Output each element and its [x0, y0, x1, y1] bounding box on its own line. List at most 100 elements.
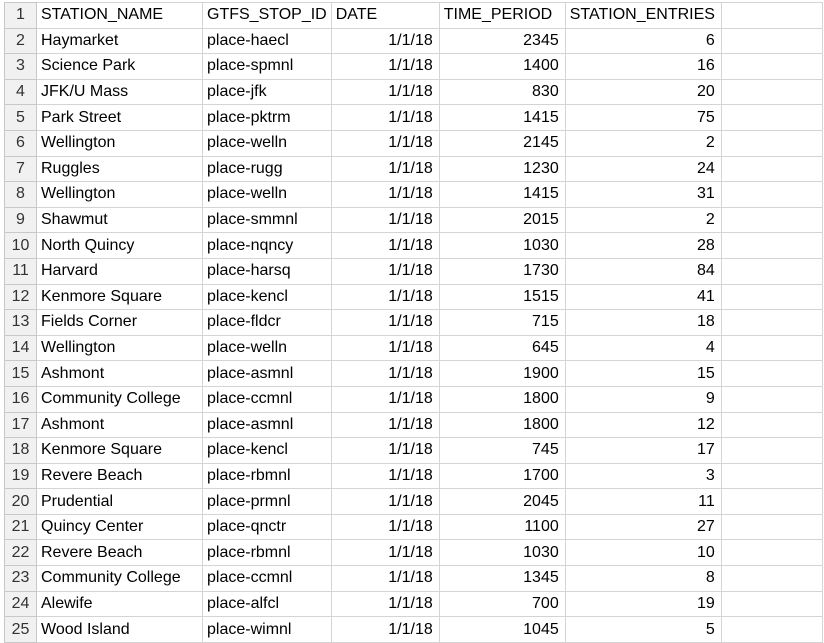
time-period-cell[interactable]: 745: [438, 437, 566, 464]
station-name-cell[interactable]: Revere Beach: [36, 539, 203, 567]
time-period-cell[interactable]: 700: [438, 590, 566, 618]
station-entries-cell[interactable]: 11: [564, 488, 722, 515]
gtfs-stop-id-cell[interactable]: place-haecl: [202, 27, 332, 55]
station-name-cell[interactable]: Shawmut: [36, 206, 203, 234]
station-entries-cell[interactable]: 6: [564, 27, 722, 55]
date-cell[interactable]: 1/1/18: [330, 565, 440, 592]
station-entries-cell[interactable]: 16: [564, 53, 722, 80]
row-number[interactable]: 25: [4, 616, 37, 643]
gtfs-stop-id-cell[interactable]: place-kencl: [202, 437, 332, 464]
row-number[interactable]: 23: [4, 565, 37, 592]
empty-cell[interactable]: [720, 53, 823, 80]
date-cell[interactable]: 1/1/18: [330, 539, 440, 567]
date-cell[interactable]: 1/1/18: [330, 385, 440, 413]
date-cell[interactable]: 1/1/18: [330, 27, 440, 55]
time-period-cell[interactable]: 1700: [438, 462, 566, 490]
gtfs-stop-id-cell[interactable]: place-nqncy: [202, 232, 332, 259]
station-name-cell[interactable]: Park Street: [36, 104, 203, 131]
gtfs-stop-id-cell[interactable]: place-ccmnl: [202, 565, 332, 592]
station-entries-cell[interactable]: 20: [564, 78, 722, 106]
gtfs-stop-id-cell[interactable]: place-pktrm: [202, 104, 332, 131]
row-number[interactable]: 10: [4, 232, 37, 259]
time-period-cell[interactable]: 1900: [438, 360, 566, 387]
row-number[interactable]: 9: [4, 206, 37, 234]
station-entries-cell[interactable]: 2: [564, 129, 722, 157]
station-name-cell[interactable]: Prudential: [36, 488, 203, 515]
time-period-cell[interactable]: 1100: [438, 513, 566, 541]
date-cell[interactable]: 1/1/18: [330, 206, 440, 234]
column-header-cell[interactable]: GTFS_STOP_ID: [202, 2, 332, 29]
station-name-cell[interactable]: Wellington: [36, 129, 203, 157]
station-name-cell[interactable]: Wellington: [36, 334, 203, 362]
column-header-cell[interactable]: STATION_ENTRIES: [564, 2, 722, 29]
empty-cell[interactable]: [720, 2, 823, 29]
station-entries-cell[interactable]: 4: [564, 334, 722, 362]
station-name-cell[interactable]: Community College: [36, 565, 203, 592]
gtfs-stop-id-cell[interactable]: place-kencl: [202, 283, 332, 311]
time-period-cell[interactable]: 645: [438, 334, 566, 362]
empty-cell[interactable]: [720, 462, 823, 490]
station-entries-cell[interactable]: 15: [564, 360, 722, 387]
row-number[interactable]: 17: [4, 411, 37, 439]
row-number[interactable]: 1: [4, 2, 37, 29]
row-number[interactable]: 13: [4, 309, 37, 336]
time-period-cell[interactable]: 2015: [438, 206, 566, 234]
row-number[interactable]: 19: [4, 462, 37, 490]
time-period-cell[interactable]: 1730: [438, 257, 566, 285]
empty-cell[interactable]: [720, 181, 823, 208]
gtfs-stop-id-cell[interactable]: place-prmnl: [202, 488, 332, 515]
gtfs-stop-id-cell[interactable]: place-rbmnl: [202, 462, 332, 490]
time-period-cell[interactable]: 715: [438, 309, 566, 336]
station-entries-cell[interactable]: 9: [564, 385, 722, 413]
row-number[interactable]: 12: [4, 283, 37, 311]
empty-cell[interactable]: [720, 309, 823, 336]
empty-cell[interactable]: [720, 360, 823, 387]
station-entries-cell[interactable]: 75: [564, 104, 722, 131]
row-number[interactable]: 2: [4, 27, 37, 55]
station-entries-cell[interactable]: 3: [564, 462, 722, 490]
empty-cell[interactable]: [720, 257, 823, 285]
gtfs-stop-id-cell[interactable]: place-spmnl: [202, 53, 332, 80]
gtfs-stop-id-cell[interactable]: place-fldcr: [202, 309, 332, 336]
row-number[interactable]: 22: [4, 539, 37, 567]
gtfs-stop-id-cell[interactable]: place-alfcl: [202, 590, 332, 618]
station-entries-cell[interactable]: 17: [564, 437, 722, 464]
empty-cell[interactable]: [720, 155, 823, 183]
row-number[interactable]: 4: [4, 78, 37, 106]
time-period-cell[interactable]: 1415: [438, 104, 566, 131]
gtfs-stop-id-cell[interactable]: place-smmnl: [202, 206, 332, 234]
date-cell[interactable]: 1/1/18: [330, 129, 440, 157]
date-cell[interactable]: 1/1/18: [330, 309, 440, 336]
row-number[interactable]: 20: [4, 488, 37, 515]
station-entries-cell[interactable]: 12: [564, 411, 722, 439]
station-name-cell[interactable]: Ashmont: [36, 411, 203, 439]
station-name-cell[interactable]: JFK/U Mass: [36, 78, 203, 106]
empty-cell[interactable]: [720, 129, 823, 157]
station-entries-cell[interactable]: 24: [564, 155, 722, 183]
date-cell[interactable]: 1/1/18: [330, 78, 440, 106]
gtfs-stop-id-cell[interactable]: place-rbmnl: [202, 539, 332, 567]
station-entries-cell[interactable]: 2: [564, 206, 722, 234]
row-number[interactable]: 5: [4, 104, 37, 131]
station-name-cell[interactable]: Wood Island: [36, 616, 203, 643]
gtfs-stop-id-cell[interactable]: place-qnctr: [202, 513, 332, 541]
empty-cell[interactable]: [720, 513, 823, 541]
row-number[interactable]: 11: [4, 257, 37, 285]
row-number[interactable]: 18: [4, 437, 37, 464]
station-name-cell[interactable]: Wellington: [36, 181, 203, 208]
station-name-cell[interactable]: Ashmont: [36, 360, 203, 387]
empty-cell[interactable]: [720, 616, 823, 643]
empty-cell[interactable]: [720, 590, 823, 618]
date-cell[interactable]: 1/1/18: [330, 590, 440, 618]
empty-cell[interactable]: [720, 565, 823, 592]
gtfs-stop-id-cell[interactable]: place-jfk: [202, 78, 332, 106]
gtfs-stop-id-cell[interactable]: place-welln: [202, 181, 332, 208]
station-name-cell[interactable]: Revere Beach: [36, 462, 203, 490]
time-period-cell[interactable]: 1800: [438, 411, 566, 439]
gtfs-stop-id-cell[interactable]: place-wimnl: [202, 616, 332, 643]
gtfs-stop-id-cell[interactable]: place-harsq: [202, 257, 332, 285]
date-cell[interactable]: 1/1/18: [330, 360, 440, 387]
row-number[interactable]: 6: [4, 129, 37, 157]
station-name-cell[interactable]: Science Park: [36, 53, 203, 80]
station-name-cell[interactable]: Kenmore Square: [36, 283, 203, 311]
